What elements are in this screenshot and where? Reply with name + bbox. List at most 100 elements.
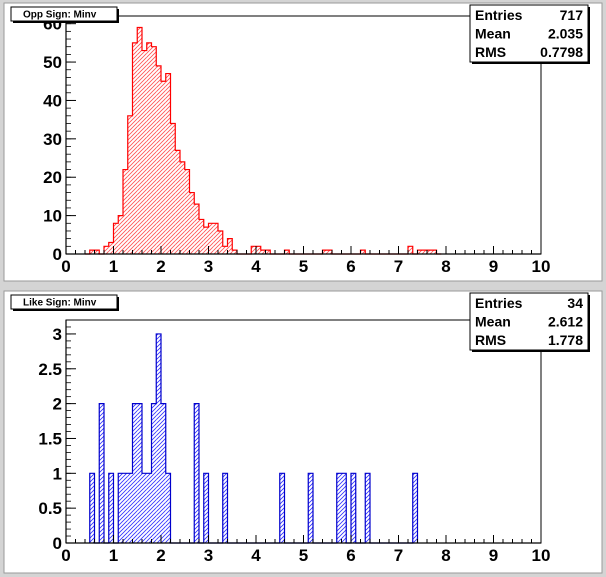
histogram-bar [412,473,418,543]
title-box [10,6,118,22]
y-tick-label: 2.5 [38,360,62,379]
stats-label: RMS [475,44,506,60]
histogram-bar [137,27,142,254]
histogram-bar [422,250,427,254]
histogram-bar [151,403,157,543]
histogram-bar [146,42,152,254]
histogram-bar [365,473,370,543]
stats-value: 0.7798 [540,44,583,60]
y-tick-label: 1 [53,464,62,483]
x-tick-label: 3 [204,546,213,565]
histogram-bar [427,250,432,254]
stats-value: 717 [560,7,584,23]
histogram-bar [208,223,214,254]
histogram-bar [213,223,218,254]
x-tick-label: 4 [251,546,261,565]
x-tick-label: 9 [489,257,498,276]
histogram-bar [265,250,271,254]
y-tick-label: 1.5 [38,429,62,448]
histogram-bar [137,403,142,543]
histogram-bar [161,81,166,255]
stats-box [469,292,589,351]
y-tick-label: 0 [53,245,62,264]
histogram-bar [336,473,342,543]
histogram-bar [232,250,237,254]
stats-value: 2.612 [548,314,583,330]
histogram-bar [165,73,171,254]
x-tick-label: 8 [441,257,450,276]
histogram-bar [417,250,423,254]
y-tick-label: 10 [43,207,62,226]
stats-value: 34 [567,295,583,311]
histogram-bar [175,150,180,254]
histogram-bar [184,169,190,254]
x-tick-label: 5 [299,546,308,565]
x-tick-label: 3 [204,257,213,276]
histogram-bar [279,473,285,543]
x-tick-label: 1 [109,546,118,565]
histogram-bar [118,473,123,543]
histogram-bar [89,473,95,543]
histogram-bar [203,227,209,254]
x-tick-label: 6 [346,546,355,565]
histogram-bar [99,403,104,543]
histogram-bar [123,473,128,543]
histogram-title: Opp Sign: Minv [23,10,97,21]
title-box [10,294,118,310]
histogram-bar [260,250,266,254]
histogram-bar [132,42,138,254]
x-tick-label: 9 [489,546,498,565]
histogram-bar [256,246,261,254]
histogram-bar [222,473,228,543]
stats-label: Entries [475,295,523,311]
histogram-bar [151,46,157,254]
histogram-bar [165,473,171,543]
histogram-bar [360,250,366,254]
y-tick-label: 0 [53,534,62,553]
histogram-bar [89,250,95,254]
histogram-bar [132,403,138,543]
histogram-bar [156,333,161,543]
histogram-bar [322,250,328,254]
y-tick-label: 30 [43,130,62,149]
histogram-bar [156,65,161,254]
histogram-bar [194,204,199,254]
histogram-bar [142,50,147,254]
x-tick-label: 2 [156,546,165,565]
histogram-bar [227,238,233,254]
x-tick-label: 2 [156,257,165,276]
stats-label: Mean [475,314,511,330]
histogram-bar [123,169,128,254]
histogram-bar [351,473,356,543]
histogram-bar [127,473,133,543]
y-tick-label: 2 [53,395,62,414]
histogram-bar [180,161,185,254]
y-tick-label: 50 [43,53,62,72]
stats-value: 2.035 [548,26,583,42]
stats-label: RMS [475,332,506,348]
y-tick-label: 0.5 [38,499,62,518]
stats-label: Mean [475,26,511,42]
x-tick-label: 0 [61,546,70,565]
histogram-bar [146,473,152,543]
x-tick-label: 10 [532,546,551,565]
stats-value: 1.778 [548,332,583,348]
x-tick-label: 7 [394,546,403,565]
histogram-bar [104,246,109,254]
histogram-bar [408,246,413,254]
x-tick-label: 6 [346,257,355,276]
histogram-bar [431,250,437,254]
histogram-bar [94,250,100,254]
histogram-bar [203,473,209,543]
x-tick-label: 5 [299,257,308,276]
histogram-bar [108,242,114,254]
histogram-bar [118,215,123,254]
x-tick-label: 8 [441,546,450,565]
x-tick-label: 4 [251,257,261,276]
histogram-bar [127,115,133,254]
histogram-bar [284,250,290,254]
histogram-bar [341,473,347,543]
histogram-bar [251,246,256,254]
